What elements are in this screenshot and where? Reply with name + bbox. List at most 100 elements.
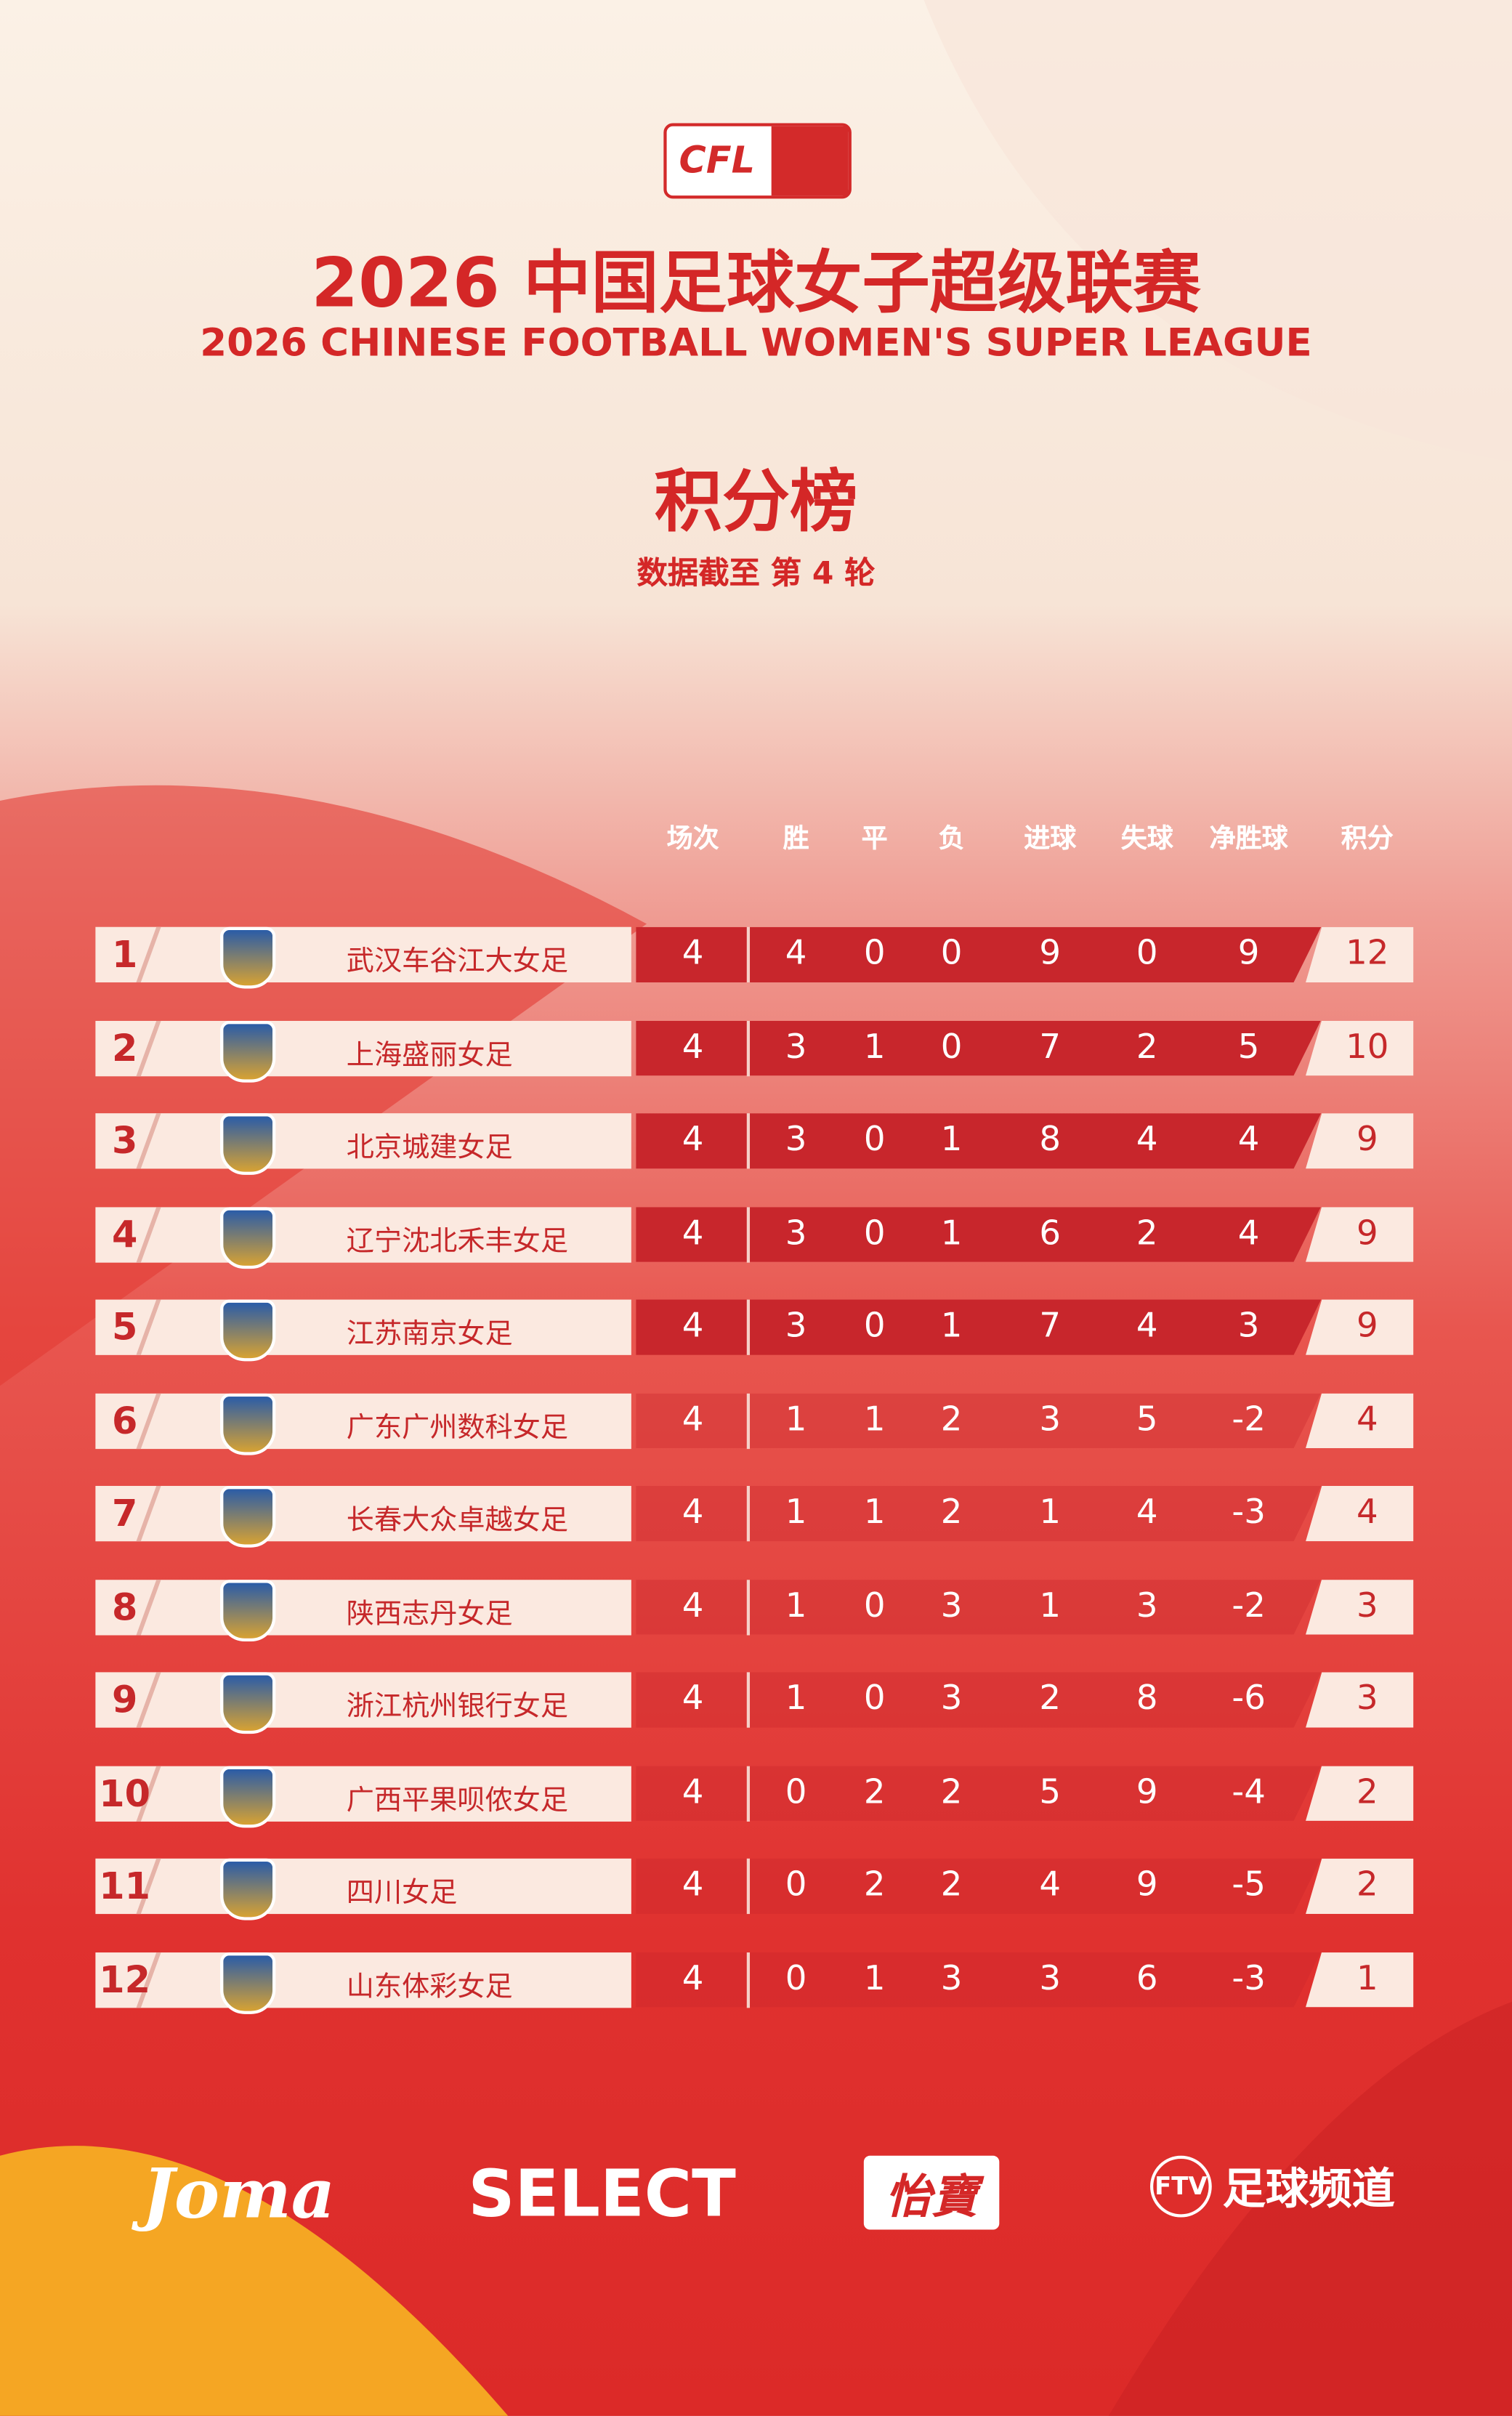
column-header: 胜 [783,823,809,855]
stat: 1 [785,1679,807,1718]
stat: 0 [863,1307,886,1346]
points: 9 [1356,1307,1378,1346]
team-logo [220,1672,276,1734]
row-bar [636,1019,1322,1076]
points: 4 [1356,1493,1378,1532]
points: 3 [1356,1679,1378,1718]
stat: 3 [785,1120,807,1160]
column-header: 进球 [1024,823,1077,855]
row-bar [636,926,1322,983]
stat: 2 [940,1493,963,1532]
logo-mark [771,126,849,196]
stat: 3 [1039,1400,1062,1439]
logo-text: CFL [679,138,756,182]
team-name: 山东体彩女足 [346,1970,513,2003]
stat: 1 [1039,1493,1062,1532]
stat: 5 [1136,1400,1158,1439]
points: 9 [1356,1120,1378,1160]
stat: 5 [1237,1027,1260,1067]
points-box [1306,1485,1414,1542]
rank: 5 [111,1306,138,1349]
stat: 9 [1136,1866,1158,1905]
stat: 3 [785,1027,807,1067]
played-divider [746,1765,751,1821]
stat: 4 [1136,1307,1158,1346]
stat: 4 [785,934,807,974]
team-logo [220,1206,276,1269]
sponsor-logo: SELECT [468,2155,736,2231]
stat: 4 [682,1679,704,1718]
points: 10 [1346,1027,1389,1067]
stat: 0 [863,1679,886,1718]
points-box [1306,926,1414,983]
stat: 1 [785,1400,807,1439]
team-name: 辽宁沈北禾丰女足 [346,1224,568,1258]
team-name: 上海盛丽女足 [346,1038,513,1071]
row-left-panel [95,926,631,983]
points-box [1306,1858,1414,1915]
rank: 2 [111,1026,138,1070]
row-left-panel [95,1579,631,1635]
stat: 1 [863,1493,886,1532]
row-bar [636,1858,1322,1915]
stat: 0 [940,934,963,974]
stat: 4 [682,1773,704,1812]
points: 3 [1356,1586,1378,1625]
stat: -4 [1232,1773,1266,1812]
stat: 4 [1237,1120,1260,1160]
row-left-panel [95,1672,631,1728]
played-divider [746,1206,751,1262]
column-header: 失球 [1120,823,1173,855]
team-logo [220,1952,276,2013]
points-box [1306,1113,1414,1169]
stat: 4 [1136,1493,1158,1532]
team-name: 北京城建女足 [346,1131,513,1165]
column-header: 平 [861,823,888,855]
points-box [1306,1952,1414,2008]
heading: 积分榜 [654,463,858,542]
stat: 4 [682,1866,704,1905]
rank: 8 [111,1585,138,1628]
points: 2 [1356,1866,1378,1905]
stat: 0 [785,1959,807,1998]
stat: 8 [1039,1120,1062,1160]
stat: 4 [682,1027,704,1067]
stat: 3 [785,1307,807,1346]
stat: 4 [1136,1120,1158,1160]
points: 2 [1356,1773,1378,1812]
stat: 1 [940,1120,963,1160]
rank: 10 [99,1771,151,1815]
stat: 9 [1237,934,1260,974]
stat: 2 [1136,1027,1158,1067]
stat: -6 [1232,1679,1266,1718]
row-bar [636,1672,1322,1728]
row-bar [636,1579,1322,1635]
team-logo [220,1113,276,1175]
played-divider [746,926,751,983]
team-logo [220,1392,276,1455]
stat: -2 [1232,1400,1266,1439]
subtitle: 2026 CHINESE FOOTBALL WOMEN'S SUPER LEAG… [200,320,1312,365]
stat: 3 [940,1586,963,1625]
points: 1 [1356,1959,1378,1998]
note: 数据截至 第 4 轮 [636,554,876,591]
team-logo [220,926,276,989]
team-name: 广西平果呗侬女足 [346,1784,568,1817]
points-box [1306,1579,1414,1635]
stat: 1 [940,1213,963,1253]
rank: 1 [111,933,138,977]
played-divider [746,1299,751,1355]
row-bar [636,1485,1322,1542]
stat: 1 [785,1586,807,1625]
stat: -5 [1232,1866,1266,1905]
stat: 6 [1136,1959,1158,1998]
stat: 3 [1039,1959,1062,1998]
points-box [1306,1206,1414,1262]
stat: 2 [940,1773,963,1812]
rank: 6 [111,1399,138,1442]
stat: 0 [940,1027,963,1067]
stat: 3 [1136,1586,1158,1625]
stat: -2 [1232,1586,1266,1625]
sponsor-logo: 怡寶 [863,2155,1000,2230]
